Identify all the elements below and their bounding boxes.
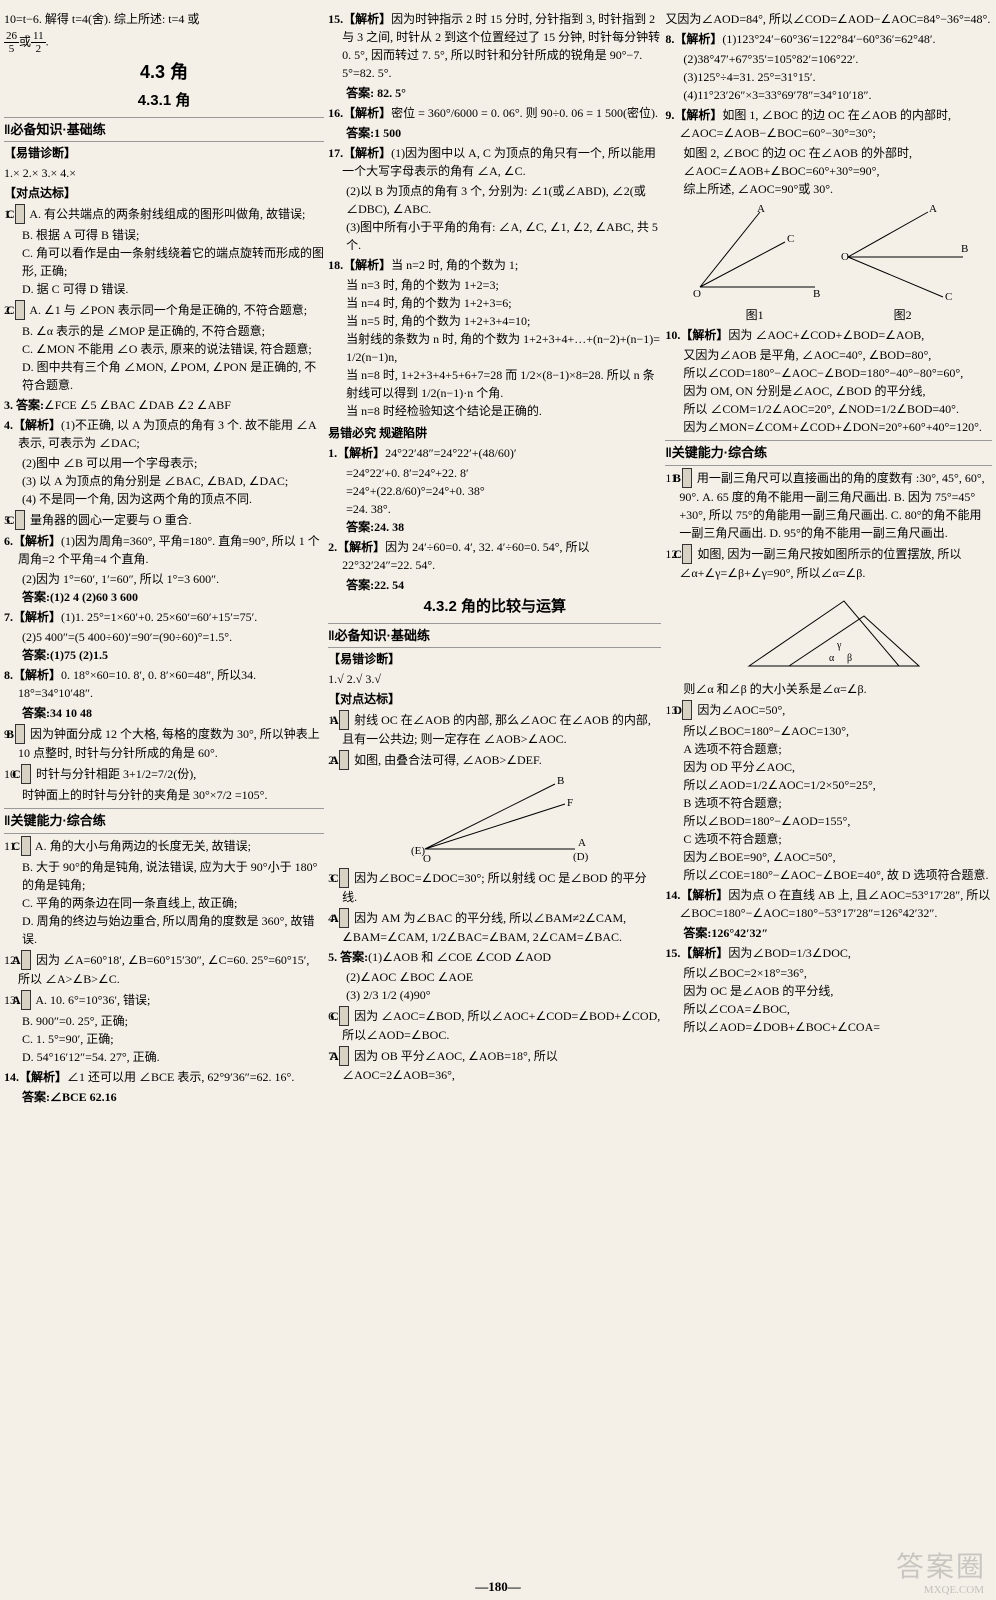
p2: 2.【解析】因为 24′÷60=0. 4′, 32. 4′÷60=0. 54°,… — [328, 538, 661, 574]
column-3: 又因为∠AOD=84°, 所以∠COD=∠AOD−∠AOC=84°−36°=48… — [665, 8, 992, 1106]
svg-text:B: B — [961, 243, 968, 255]
q15: 15.【解析】因为时钟指示 2 时 15 分时, 分针指到 3, 时针指到 2 … — [328, 10, 661, 82]
b4: 4.A 因为 AM 为∠BAC 的平分线, 所以∠BAM≠2∠CAM, ∠BAM… — [328, 908, 661, 946]
subsection-432: 4.3.2 角的比较与运算 — [328, 596, 661, 619]
q1-b: B. 根据 A 可得 B 错误; — [4, 226, 324, 244]
b2: 2.A 如图, 由叠合法可得, ∠AOB>∠DEF. — [328, 750, 661, 770]
c11: 11.B 用一副三角尺可以直接画出的角的度数有 :30°, 45°, 60°, … — [665, 468, 992, 542]
subsection-title: 4.3.1 角 — [4, 90, 324, 113]
q2: 2.C A. ∠1 与 ∠PON 表示同一个角是正确的, 不符合题意; — [4, 300, 324, 320]
q17: 17.【解析】(1)因为图中以 A, C 为顶点的角只有一个, 所以能用一个大写… — [328, 144, 661, 180]
cont7: 又因为∠AOD=84°, 所以∠COD=∠AOD−∠AOC=84°−36°=48… — [665, 10, 992, 28]
q16: 16.【解析】密位 = 360°/6000 = 0. 06°. 则 90÷0. … — [328, 104, 661, 122]
b5: 5. 答案:(1)∠AOB 和 ∠COE ∠COD ∠AOD — [328, 948, 661, 966]
band-comp2: ‖关键能力·综合练 — [665, 440, 992, 466]
answer-box: C — [15, 204, 25, 224]
q2-d: D. 图中共有三个角 ∠MON, ∠POM, ∠PON 是正确的, 不符合题意. — [4, 358, 324, 394]
fig1-diagram: O A C B — [685, 202, 825, 302]
svg-text:α: α — [829, 653, 835, 664]
c8: 8.【解析】(1)123°24′−60°36′=122°84′−60°36′=6… — [665, 30, 992, 48]
pitfall-title: 易错必究 规避陷阱 — [328, 424, 661, 442]
q18: 18.【解析】当 n=2 时, 角的个数为 1; — [328, 256, 661, 274]
svg-text:O: O — [693, 288, 701, 300]
c14: 14.【解析】因为点 O 在直线 AB 上, 且∠AOC=53°17′28″, … — [665, 886, 992, 922]
svg-text:γ: γ — [836, 640, 842, 651]
q2-b: B. ∠α 表示的是 ∠MOP 是正确的, 不符合题意; — [4, 322, 324, 340]
band-basic-432: ‖必备知识·基础练 — [328, 623, 661, 649]
svg-text:C: C — [787, 233, 794, 245]
q1: 1.C A. 有公共端点的两条射线组成的图形叫做角, 故错误; — [4, 204, 324, 224]
c9: 9.【解析】如图 1, ∠BOC 的边 OC 在∠AOB 的内部时, ∠AOC=… — [665, 106, 992, 142]
b1: 1.A 射线 OC 在∠AOB 的内部, 那么∠AOC 在∠AOB 的内部, 且… — [328, 710, 661, 748]
svg-text:B: B — [557, 775, 564, 787]
q4: 4.【解析】(1)不正确, 以 A 为顶点的角有 3 个. 故不能用 ∠A 表示… — [4, 416, 324, 452]
c13: 13.D 因为∠AOC=50°, — [665, 700, 992, 720]
band-basic: ‖必备知识·基础练 — [4, 117, 324, 143]
err-label: 【易错诊断】 — [4, 144, 324, 162]
svg-text:F: F — [567, 797, 573, 809]
figure-pair: O A C B 图1 O A B C 图2 — [665, 198, 992, 324]
top-line: 265或112. — [4, 30, 324, 55]
q8: 8.【解析】0. 18°×60=10. 8′, 0. 8′×60=48″, 所以… — [4, 666, 324, 702]
band-comp: ‖关键能力·综合练 — [4, 808, 324, 834]
section-title: 4.3 角 — [4, 59, 324, 86]
q5: 5.C 量角器的圆心一定要与 O 重合. — [4, 510, 324, 530]
triangle-overlap-diagram: α β γ — [729, 586, 929, 676]
c10: 10.【解析】因为 ∠AOC+∠COD+∠BOD=∠AOB, — [665, 326, 992, 344]
top-line: 10=t−6. 解得 t=4(舍). 综上所述: t=4 或 — [4, 10, 324, 28]
page-number: —180— — [0, 1577, 996, 1597]
err-line: 1.× 2.× 3.× 4.× — [4, 164, 324, 182]
svg-text:A: A — [578, 837, 586, 849]
svg-text:C: C — [945, 291, 952, 302]
q7: 7.【解析】(1)1. 25°=1×60′+0. 25×60′=60′+15′=… — [4, 608, 324, 626]
svg-text:O: O — [841, 251, 849, 263]
fig2-diagram: O A B C — [833, 202, 973, 302]
b3: 3.C 因为∠BOC=∠DOC=30°; 所以射线 OC 是∠BOD 的平分线. — [328, 868, 661, 906]
q9: 9.B 因为钟面分成 12 个大格, 每格的度数为 30°, 所以钟表上 10 … — [4, 724, 324, 762]
q14: 14.【解析】∠1 还可以用 ∠BCE 表示, 62°9′36″=62. 16°… — [4, 1068, 324, 1086]
column-1: 10=t−6. 解得 t=4(舍). 综上所述: t=4 或 265或112. … — [4, 8, 324, 1106]
q1-d: D. 据 C 可得 D 错误. — [4, 280, 324, 298]
q3: 3. 答案:∠FCE ∠5 ∠BAC ∠DAB ∠2 ∠ABF — [4, 396, 324, 414]
q12: 12.A 因为 ∠A=60°18′, ∠B=60°15′30″, ∠C=60. … — [4, 950, 324, 988]
q2-c: C. ∠MON 不能用 ∠O 表示, 原来的说法错误, 符合题意; — [4, 340, 324, 358]
q11: 11.C A. 角的大小与角两边的长度无关, 故错误; — [4, 836, 324, 856]
svg-text:B: B — [813, 288, 820, 300]
b7: 7.A 因为 OB 平分∠AOC, ∠AOB=18°, 所以∠AOC=2∠AOB… — [328, 1046, 661, 1084]
svg-text:A: A — [929, 203, 937, 215]
svg-text:O: O — [423, 853, 431, 864]
b6: 6.C 因为 ∠AOC=∠BOD, 所以∠AOC+∠COD=∠BOD+∠COD,… — [328, 1006, 661, 1044]
watermark-sub: MXQE.COM — [924, 1582, 984, 1599]
column-2: 15.【解析】因为时钟指示 2 时 15 分时, 分针指到 3, 时针指到 2 … — [328, 8, 661, 1106]
svg-text:A: A — [757, 203, 765, 215]
c15: 15.【解析】因为∠BOD=1/3∠DOC, — [665, 944, 992, 962]
target-label: 【对点达标】 — [4, 184, 324, 202]
svg-text:β: β — [847, 653, 852, 664]
q1-c: C. 角可以看作是由一条射线绕着它的端点旋转而形成的图形, 正确; — [4, 244, 324, 280]
svg-text:(D): (D) — [573, 851, 589, 863]
q13: 13.A A. 10. 6°=10°36′, 错误; — [4, 990, 324, 1010]
p1: 1.【解析】24°22′48″=24°22′+(48/60)′ — [328, 444, 661, 462]
q10: 10.C 时针与分针相距 3+1/2=7/2(份), — [4, 764, 324, 784]
angle-diagram-aob-def: (E) O B F A (D) — [395, 774, 595, 864]
q6: 6.【解析】(1)因为周角=360°, 平角=180°. 直角=90°, 所以 … — [4, 532, 324, 568]
c12: 12.C 如图, 因为一副三角尺按如图所示的位置摆放, 所以∠α+∠γ=∠β+∠… — [665, 544, 992, 582]
